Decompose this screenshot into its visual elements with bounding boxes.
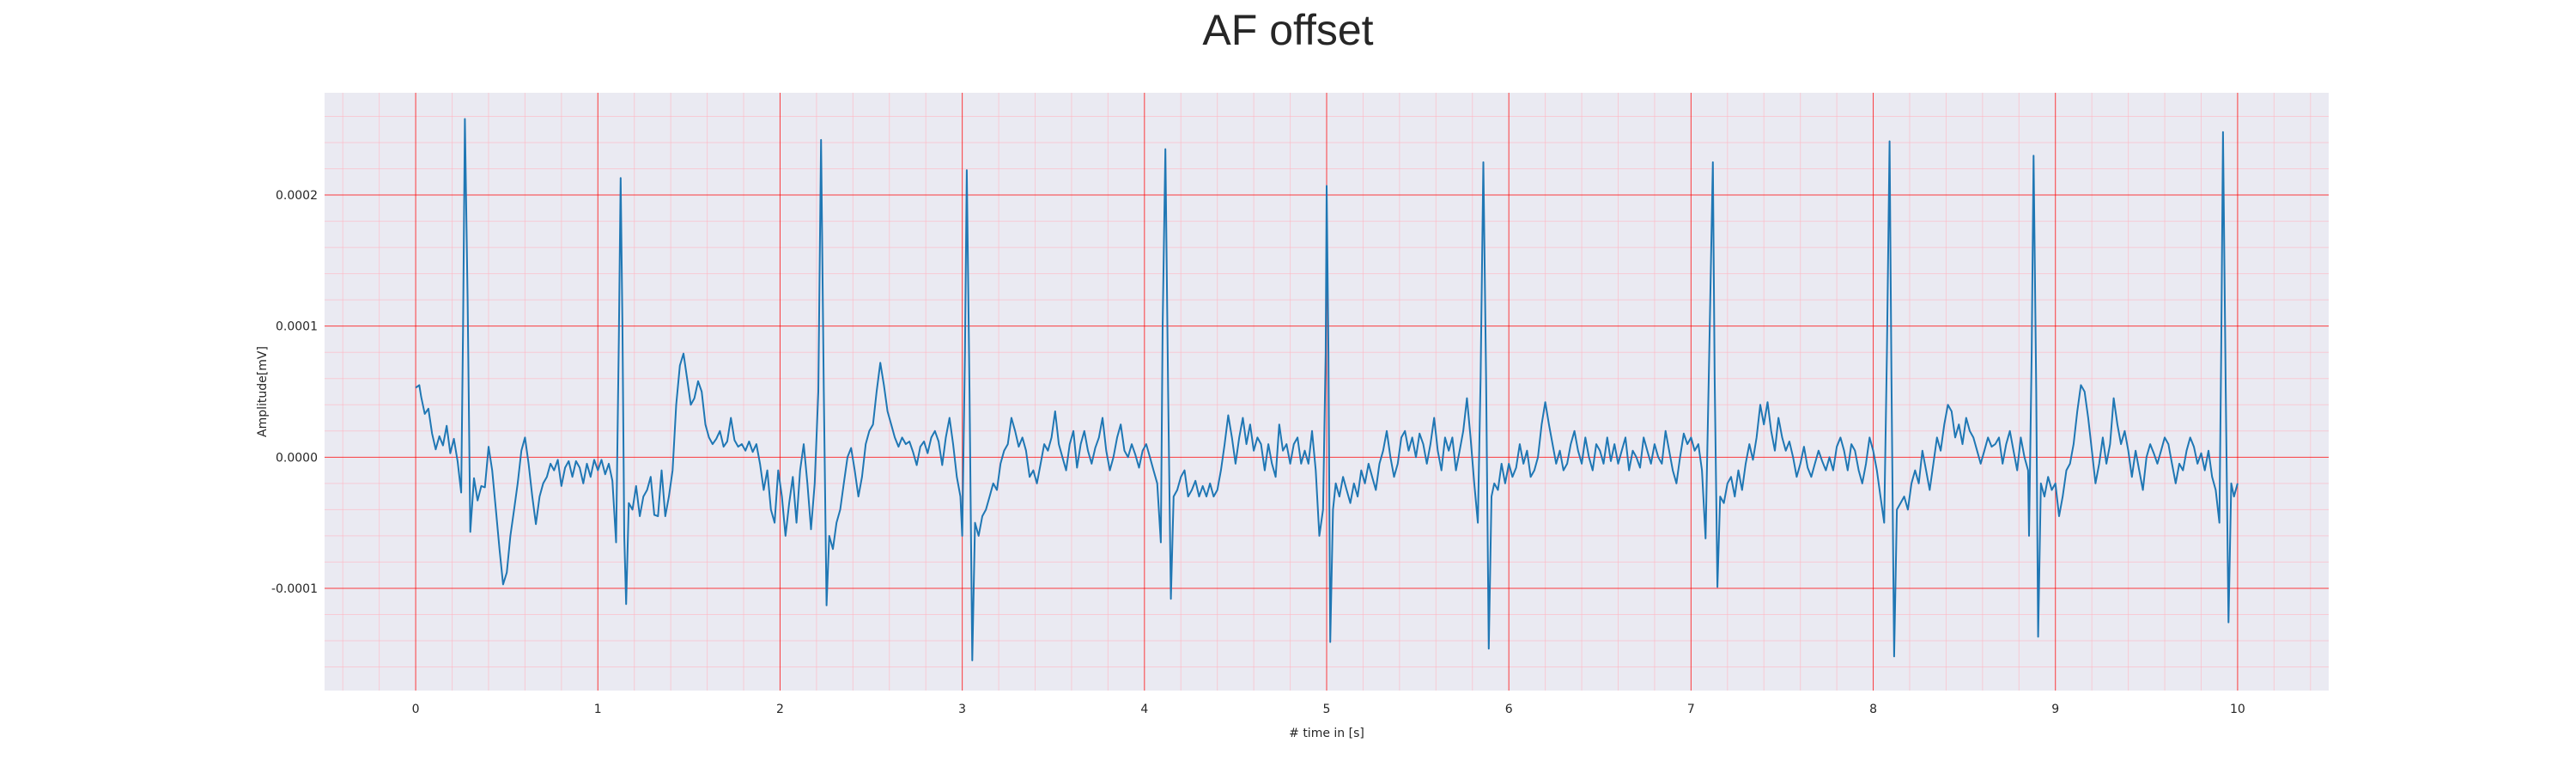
- x-tick-labels: 0 1 2 3 4 5 6 7 8 9 10: [412, 703, 2245, 716]
- series-line: [415, 118, 2239, 661]
- x-axis-label: # time in [s]: [1289, 727, 1364, 740]
- x-tick-label: 7: [1687, 703, 1695, 716]
- y-tick-labels: -0.0001 0.0000 0.0001 0.0002: [271, 189, 318, 596]
- x-tick-label: 9: [2051, 703, 2059, 716]
- y-axis-label: Amplitude[mV]: [256, 346, 270, 437]
- x-tick-label: 10: [2230, 703, 2245, 716]
- major-grid: [325, 93, 2329, 691]
- x-tick-label: 6: [1505, 703, 1513, 716]
- y-tick-label: 0.0000: [276, 451, 318, 465]
- y-tick-label: 0.0002: [276, 189, 318, 203]
- x-tick-label: 0: [412, 703, 420, 716]
- x-tick-label: 1: [594, 703, 602, 716]
- x-tick-label: 2: [776, 703, 784, 716]
- y-tick-label: 0.0001: [276, 320, 318, 334]
- x-tick-label: 8: [1869, 703, 1877, 716]
- y-tick-label: -0.0001: [271, 582, 318, 596]
- x-tick-label: 3: [958, 703, 966, 716]
- chart-title: AF offset: [1202, 6, 1374, 54]
- x-tick-label: 4: [1140, 703, 1148, 716]
- x-tick-label: 5: [1323, 703, 1331, 716]
